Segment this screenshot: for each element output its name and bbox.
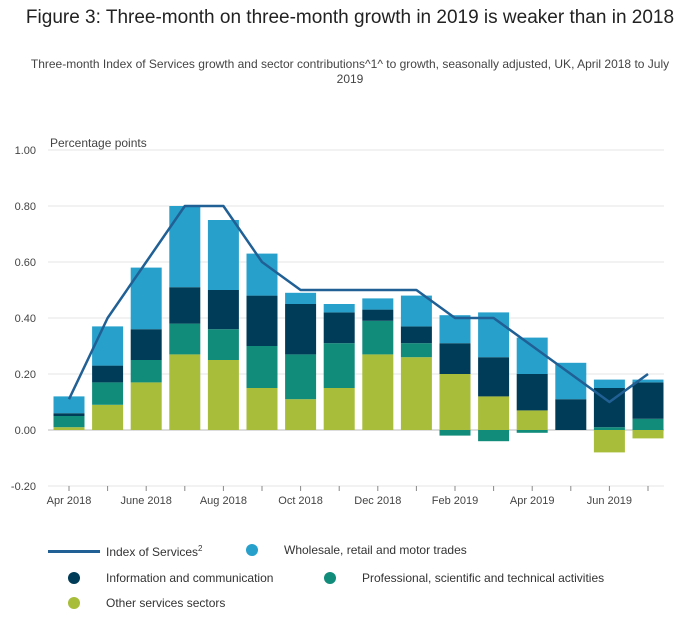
bar-segment xyxy=(53,416,85,428)
bar-segment xyxy=(439,430,471,436)
bar-segment xyxy=(285,304,317,355)
legend-index-name: Index of Services xyxy=(106,545,199,559)
bar-segment xyxy=(169,287,201,324)
legend-item-information: Information and communication xyxy=(68,571,273,585)
bar-segment xyxy=(323,388,355,430)
legend-label-index-of-services: Index of Services2 xyxy=(106,544,203,559)
bars xyxy=(53,206,664,453)
bar-segment xyxy=(207,360,239,430)
x-tick-label: June 2018 xyxy=(121,495,172,507)
bar-segment xyxy=(555,399,587,430)
bar-segment xyxy=(130,382,162,430)
bar-segment xyxy=(169,206,201,288)
bar-segment xyxy=(92,365,124,383)
bar-segment xyxy=(362,320,394,355)
bar-segment xyxy=(53,396,85,414)
bar-segment xyxy=(323,343,355,388)
bar-segment xyxy=(400,357,432,430)
bar-segment xyxy=(516,337,548,374)
chart-subtitle: Three-month Index of Services growth and… xyxy=(30,57,670,86)
chart-title: Figure 3: Three-month on three-month gro… xyxy=(25,7,675,28)
x-tick-label: Dec 2018 xyxy=(354,495,401,507)
y-tick-label: 0.40 xyxy=(15,313,36,325)
x-tick-label: Jun 2019 xyxy=(587,495,632,507)
legend-index-sup: 2 xyxy=(198,544,203,553)
bar-segment xyxy=(400,295,432,327)
x-tick-label: Apr 2019 xyxy=(510,495,555,507)
bar-segment xyxy=(246,295,278,346)
bar-segment xyxy=(593,427,625,430)
x-tick-label: Oct 2018 xyxy=(278,495,323,507)
y-tick-label: 0.20 xyxy=(15,369,36,381)
bar-segment xyxy=(478,396,510,430)
bar-segment xyxy=(593,379,625,388)
bar-segment xyxy=(92,326,124,366)
bar-segment xyxy=(207,329,239,360)
bar-segment xyxy=(285,292,317,304)
bar-segment xyxy=(632,430,664,439)
bar-segment xyxy=(207,290,239,330)
bar-segment xyxy=(285,399,317,430)
y-tick-label: 0.60 xyxy=(15,257,36,269)
x-tick-label: Feb 2019 xyxy=(432,495,478,507)
y-tick-label: 0.00 xyxy=(15,425,36,437)
bar-segment xyxy=(207,220,239,290)
bar-segment xyxy=(478,357,510,397)
bar-segment xyxy=(246,346,278,388)
x-tick-label: Aug 2018 xyxy=(200,495,247,507)
legend-dot-information xyxy=(68,572,80,584)
legend-label-wholesale: Wholesale, retail and motor trades xyxy=(284,543,467,557)
bar-segment xyxy=(632,418,664,430)
y-tick-label: 1.00 xyxy=(15,145,36,157)
index-line-path xyxy=(67,204,649,404)
bar-segment xyxy=(362,298,394,310)
bar-segment xyxy=(516,430,548,433)
legend-item-wholesale: Wholesale, retail and motor trades xyxy=(246,543,467,557)
bar-segment xyxy=(92,382,124,405)
bar-segment xyxy=(169,323,201,355)
bar-segment xyxy=(53,413,85,416)
bar-segment xyxy=(632,382,664,419)
bar-segment xyxy=(439,374,471,430)
bar-segment xyxy=(130,329,162,360)
bar-segment xyxy=(169,354,201,430)
bar-segment xyxy=(362,354,394,430)
legend-dot-other xyxy=(68,597,80,609)
legend-item-index-of-services: Index of Services2 xyxy=(48,544,203,559)
bar-segment xyxy=(632,379,664,383)
legend-dot-professional xyxy=(324,572,336,584)
bar-segment xyxy=(323,304,355,313)
bar-segment xyxy=(516,374,548,411)
legend-item-other: Other services sectors xyxy=(68,596,225,610)
bar-segment xyxy=(478,430,510,442)
legend-line-swatch xyxy=(48,550,100,553)
legend-label-information: Information and communication xyxy=(106,571,274,585)
legend-dot-wholesale xyxy=(246,544,258,556)
y-tick-label: 0.80 xyxy=(15,201,36,213)
y-axis-ticks: 1.00 0.80 0.60 0.40 0.20 0.00 -0.20 xyxy=(11,145,36,493)
index-line xyxy=(67,204,649,404)
legend-label-other: Other services sectors xyxy=(106,596,226,610)
bar-segment xyxy=(285,354,317,400)
y-axis-label: Percentage points xyxy=(50,136,147,150)
bar-segment xyxy=(516,410,548,430)
bar-segment xyxy=(593,430,625,453)
legend-item-professional: Professional, scientific and technical a… xyxy=(324,571,604,585)
bar-segment xyxy=(323,312,355,344)
x-axis: Apr 2018 June 2018 Aug 2018 Oct 2018 Dec 201… xyxy=(47,486,649,507)
bar-segment xyxy=(362,309,394,321)
bar-segment xyxy=(439,315,471,344)
bar-segment xyxy=(439,343,471,374)
bar-segment xyxy=(478,312,510,358)
bar-segment xyxy=(400,326,432,344)
bar-segment xyxy=(53,427,85,430)
legend-label-professional: Professional, scientific and technical a… xyxy=(362,571,605,585)
y-tick-label: -0.20 xyxy=(11,481,36,493)
bar-segment xyxy=(130,360,162,383)
bar-segment xyxy=(246,388,278,430)
chart-svg: 1.00 0.80 0.60 0.40 0.20 0.00 -0.20 Percentage… xyxy=(11,136,664,507)
bar-segment xyxy=(92,404,124,430)
bar-segment xyxy=(400,343,432,358)
x-tick-label: Apr 2018 xyxy=(47,495,92,507)
